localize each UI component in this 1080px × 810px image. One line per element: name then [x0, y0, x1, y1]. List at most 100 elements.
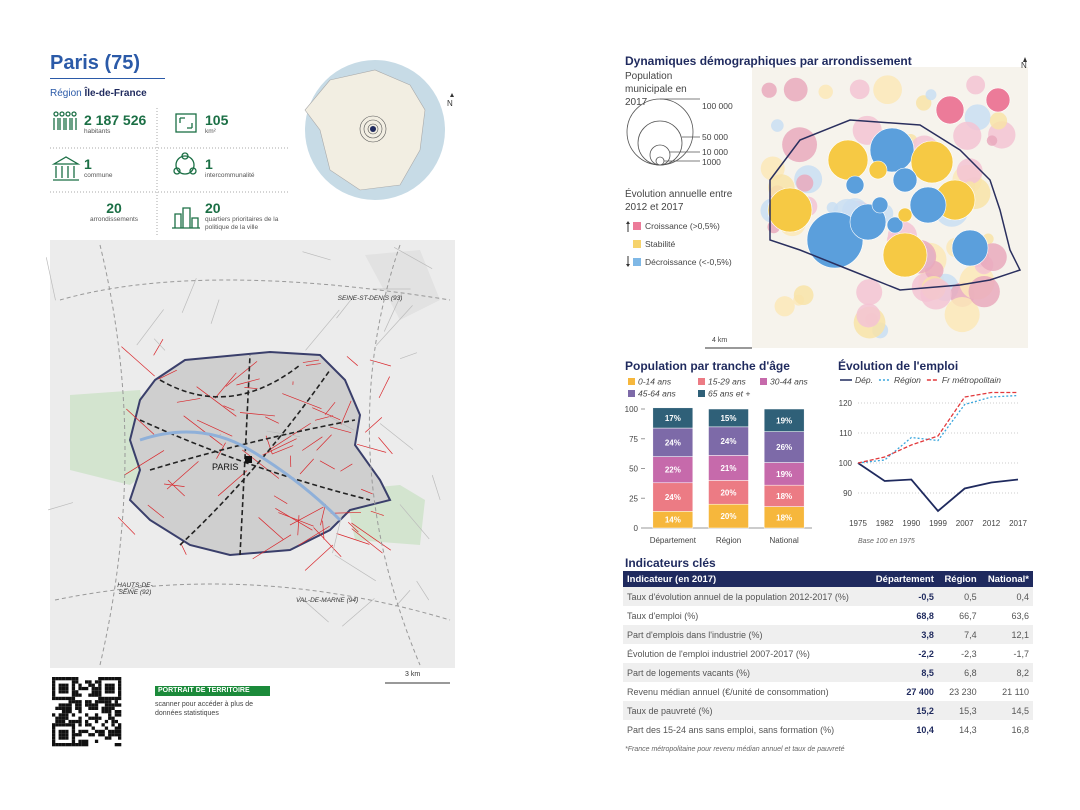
bubble-map	[705, 57, 1028, 349]
street	[176, 398, 201, 403]
qr-cell	[94, 690, 99, 694]
legend-title: Population municipale en 2017	[625, 71, 687, 108]
stat-label: km²	[205, 128, 216, 135]
value-label: 15%	[720, 414, 736, 423]
road	[302, 251, 331, 261]
bubble	[760, 156, 785, 181]
map-scale: 4 km	[712, 337, 728, 344]
qr-cell	[91, 693, 95, 697]
bubble	[869, 127, 915, 173]
qr-cell	[88, 680, 92, 684]
qr-cell	[75, 743, 79, 747]
map-label: PARIS	[212, 462, 239, 472]
qr-cell	[81, 743, 85, 747]
qr-cell	[111, 690, 115, 694]
badge: PORTRAIT DE TERRITOIRE	[158, 687, 250, 694]
qr-cell	[52, 743, 56, 747]
stat-value: 2 187 526	[84, 112, 147, 128]
qr-cell	[52, 713, 56, 717]
table-row: Taux d'emploi (%) 68,8 66,7 63,6	[623, 606, 1033, 625]
qr-cell	[65, 683, 69, 687]
table-row: Taux de pauvreté (%) 15,2 15,3 14,5	[623, 701, 1033, 720]
qr-cell	[114, 696, 118, 701]
qr-cell	[88, 700, 92, 704]
qr-cell	[114, 729, 118, 734]
legend-title: Évolution annuelle entre 2012 et 2017	[625, 189, 733, 213]
road	[341, 598, 375, 627]
road	[299, 595, 329, 623]
north-label: N	[447, 99, 453, 108]
qr-cell	[101, 733, 105, 737]
qr-cell	[114, 733, 118, 737]
qr-cell	[85, 729, 89, 734]
qr-cell	[68, 719, 72, 724]
street	[322, 520, 325, 540]
qr-cell	[58, 723, 62, 727]
value-label: 18%	[776, 492, 792, 501]
table-cell: Taux d'emploi (%)	[627, 610, 699, 621]
map-label: SEINE-ST-DENIS (93)	[337, 295, 403, 302]
qr-cell	[71, 729, 76, 734]
qr-cell	[91, 716, 95, 720]
qr-cell	[71, 733, 76, 737]
qr-cell	[52, 693, 56, 697]
street	[351, 522, 391, 551]
qr-cell	[71, 713, 76, 717]
qr-cell	[75, 677, 79, 681]
qr-cell	[71, 680, 76, 684]
qr-cell	[101, 729, 105, 734]
qr-cell	[88, 683, 92, 687]
bar-segment	[708, 426, 749, 456]
x-tick-label: 1999	[929, 519, 947, 528]
qr-cell	[118, 696, 122, 701]
qr-cell	[61, 736, 66, 740]
y-tick-label: 120	[839, 399, 853, 408]
qr-cell	[71, 743, 76, 747]
qr-cell	[94, 680, 99, 684]
street	[302, 436, 323, 451]
qr-cell	[118, 743, 122, 747]
qr-cell	[61, 690, 66, 694]
qr-cell	[101, 723, 105, 727]
street	[275, 508, 313, 531]
value-label: 24%	[665, 493, 681, 502]
qr-cell	[81, 729, 85, 734]
street	[313, 527, 342, 558]
qr-cell	[52, 726, 56, 730]
qr-cell	[52, 733, 56, 737]
bar-segment	[763, 408, 805, 432]
qr-cell	[85, 719, 89, 724]
qr-cell	[61, 683, 66, 687]
street	[239, 412, 275, 417]
road	[153, 338, 166, 351]
table-cell: 8,2	[1016, 667, 1029, 678]
qr-cell	[104, 677, 109, 681]
bubble	[910, 140, 954, 184]
value-label: 18%	[776, 513, 792, 522]
road	[334, 554, 376, 582]
qr-cell	[68, 696, 72, 701]
table-cell: 7,4	[964, 629, 977, 640]
bubble	[951, 229, 989, 267]
street	[340, 463, 353, 472]
bubble	[871, 196, 889, 214]
street	[252, 534, 292, 560]
qr-cell	[75, 700, 79, 704]
qr-cell	[104, 706, 109, 710]
qr-cell	[65, 706, 69, 710]
street	[347, 521, 359, 533]
road	[266, 430, 301, 438]
badge-bg	[155, 686, 270, 696]
qr-cell	[94, 703, 99, 707]
street	[319, 460, 335, 470]
qr-cell	[85, 723, 89, 727]
stat-label: intercommunalité	[205, 172, 255, 179]
street	[329, 426, 352, 434]
table-row: Part d'emplois dans l'industrie (%) 3,8 7,…	[623, 625, 1033, 644]
qr-cell	[104, 690, 109, 694]
bubble	[783, 77, 808, 102]
street	[324, 401, 336, 415]
road	[332, 517, 342, 554]
qr-cell	[111, 686, 115, 691]
bubble	[985, 87, 1011, 113]
